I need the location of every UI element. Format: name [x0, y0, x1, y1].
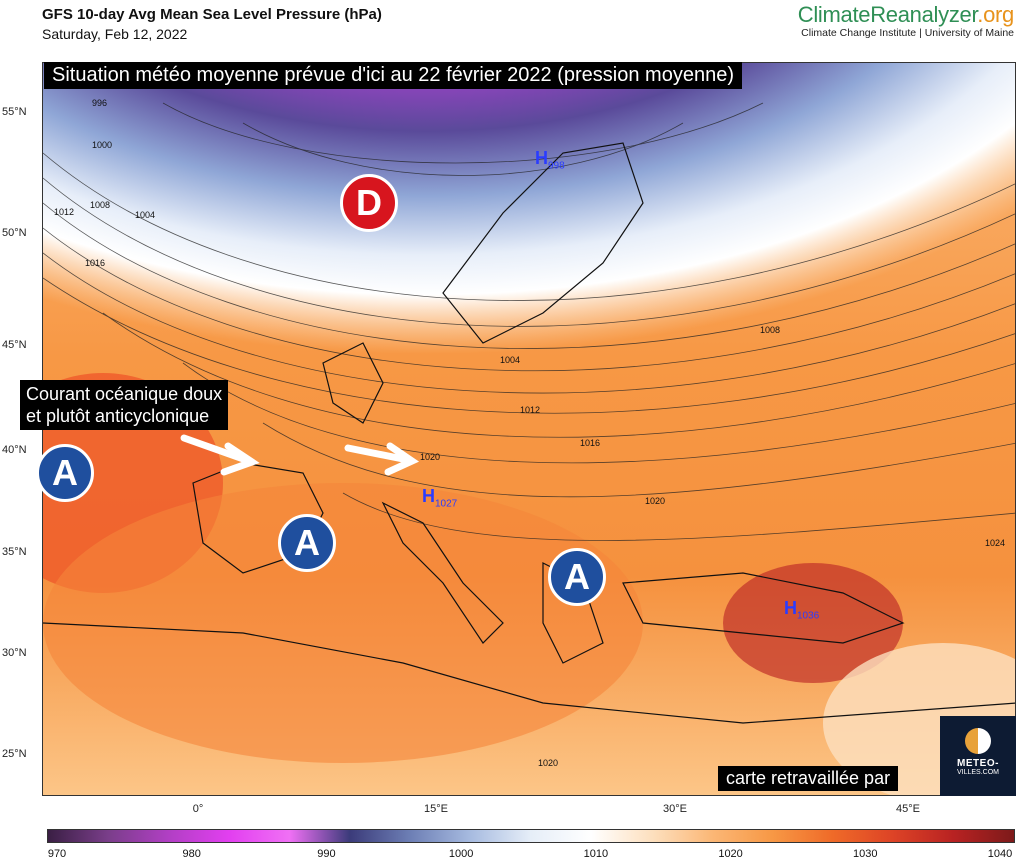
isobar-label: 1016 — [85, 258, 106, 268]
isobar-label: 1012 — [520, 405, 541, 415]
lon-label: 15°E — [424, 803, 448, 815]
pressure-colorbar — [47, 829, 1015, 843]
lat-label: 55°N — [2, 106, 27, 118]
logo-line-1: METEO- — [957, 758, 999, 769]
forecast-banner: Situation météo moyenne prévue d'ici au … — [44, 62, 742, 89]
colorbar-tick-label: 1020 — [718, 848, 743, 860]
brand-domain: .org — [977, 2, 1014, 27]
colorbar-tick-label: 990 — [317, 848, 336, 860]
colorbar-tick-label: 980 — [182, 848, 201, 860]
lat-label: 40°N — [2, 444, 27, 456]
lon-label: 0° — [192, 803, 204, 815]
isobar-label: 1008 — [760, 325, 781, 335]
high-center-marker: H1036 — [784, 598, 819, 622]
high-symbol: H — [535, 148, 548, 168]
colorbar-tick-label: 1030 — [853, 848, 878, 860]
credit-text: carte retravaillée par — [718, 766, 899, 791]
isobar-label: 1004 — [500, 355, 521, 365]
lat-label: 30°N — [2, 647, 27, 659]
logo-line-2: VILLES.COM — [956, 769, 999, 776]
high-pressure-badge: A — [36, 444, 94, 502]
isobar-label: 1008 — [90, 200, 111, 210]
isobars — [43, 102, 1015, 541]
brand-subtitle: Climate Change Institute | University of… — [801, 27, 1014, 39]
high-pressure-badge: A — [278, 514, 336, 572]
high-symbol: H — [422, 486, 435, 506]
map-title: GFS 10-day Avg Mean Sea Level Pressure (… — [42, 6, 382, 23]
brand-name: ClimateReanalyzer — [797, 2, 978, 27]
isobar-label: 1020 — [538, 758, 559, 768]
low-pressure-field — [43, 63, 1015, 453]
isobar-label: 1020 — [645, 496, 666, 506]
brand-logo[interactable]: ClimateReanalyzer.org Climate Change Ins… — [797, 2, 1015, 39]
callout-line-2: et plutôt anticyclonique — [26, 406, 210, 426]
colorbar-tick-label: 970 — [47, 848, 67, 860]
isobar-label: 1020 — [420, 452, 441, 462]
lon-label: 45°E — [896, 803, 920, 815]
colorbar-tick-label: 1010 — [583, 848, 609, 860]
lat-label: 50°N — [2, 227, 27, 239]
isobar-label: 1016 — [580, 438, 601, 448]
lon-label: 30°E — [663, 803, 687, 815]
isobar-label: 1000 — [92, 140, 113, 150]
lat-label: 45°N — [2, 339, 27, 351]
isobar-label: 996 — [92, 98, 108, 108]
logo-icon — [965, 728, 991, 754]
map-date: Saturday, Feb 12, 2022 — [42, 26, 188, 42]
high-pressure-badge: A — [548, 548, 606, 606]
isobar-label: 1004 — [135, 210, 156, 220]
meteo-villes-logo[interactable]: METEO- VILLES.COM — [940, 716, 1016, 796]
colorbar-tick-label: 1000 — [448, 848, 474, 860]
coastlines — [43, 142, 1015, 724]
high-center-marker: H1027 — [422, 486, 457, 510]
high-symbol: H — [784, 598, 797, 618]
lat-label: 35°N — [2, 546, 27, 558]
north-africa-field — [43, 483, 643, 763]
high-value: 1027 — [435, 498, 458, 510]
arrow-2 — [344, 442, 420, 476]
colorbar-tick-label: 1040 — [987, 848, 1013, 860]
high-value: 998 — [548, 160, 565, 172]
high-value: 1036 — [797, 610, 820, 622]
isobar-label: 1012 — [54, 207, 75, 217]
low-pressure-badge: D — [340, 174, 398, 232]
isobar-label: 1024 — [985, 538, 1006, 548]
ocean-current-callout: Courant océanique doux et plutôt anticyc… — [20, 380, 229, 430]
callout-line-1: Courant océanique doux — [26, 384, 223, 404]
high-center-marker: H998 — [535, 148, 565, 172]
lat-label: 25°N — [2, 748, 27, 760]
anatolia-high-core — [723, 563, 903, 683]
arrow-1 — [180, 434, 260, 476]
